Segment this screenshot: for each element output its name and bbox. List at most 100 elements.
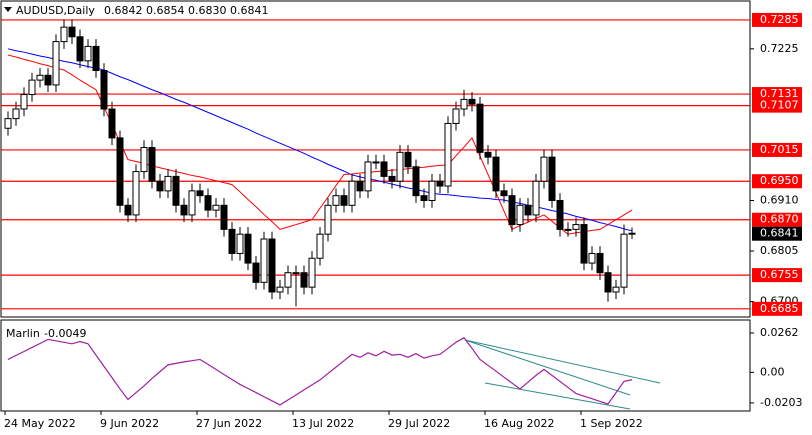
candle-body — [364, 161, 372, 192]
osc-tick-label: -0.0203 — [760, 396, 802, 409]
y-tick-label: 0.7225 — [760, 42, 799, 55]
candle-body — [476, 103, 484, 153]
candle-body — [140, 147, 148, 173]
candle-body — [116, 137, 124, 206]
candle-body — [60, 26, 68, 43]
candle-body — [180, 204, 188, 216]
y-tick-label: 0.6805 — [760, 244, 799, 257]
candle-body — [284, 272, 292, 288]
level-box — [752, 174, 802, 189]
candle-body — [340, 195, 348, 206]
trend-line — [464, 339, 631, 396]
candle-body — [220, 204, 228, 230]
candle-body — [532, 180, 540, 216]
candle-body — [36, 74, 44, 81]
candle-body — [516, 204, 524, 226]
plot: 0.72250.69100.68050.67000.72850.71310.71… — [1, 12, 802, 430]
candle-body — [444, 122, 452, 187]
candle-body — [412, 166, 420, 197]
candle-body — [388, 175, 396, 182]
x-tick-label: 9 Jun 2022 — [100, 417, 159, 430]
osc-tick-label: 0.0262 — [760, 326, 799, 339]
trend-line — [464, 339, 661, 384]
candle-body — [148, 147, 156, 182]
candle-body — [540, 156, 548, 182]
oscillator-panel — [0, 319, 751, 412]
osc-value: -0.0049 — [44, 327, 86, 340]
candle-body — [92, 45, 100, 71]
candle-body — [588, 252, 596, 264]
level-label: 0.6755 — [760, 268, 799, 281]
candle-body — [244, 233, 252, 264]
x-tick-label: 13 Jul 2022 — [292, 417, 354, 430]
candle-body — [84, 45, 92, 62]
candle-body — [356, 180, 364, 192]
candle-body — [188, 190, 196, 216]
candle-body — [212, 204, 220, 211]
candle-body — [108, 108, 116, 139]
oscillator-line — [7, 337, 633, 406]
candle-body — [308, 257, 316, 288]
main-panel — [0, 0, 751, 318]
level-box — [752, 12, 802, 27]
osc-tick-label: 0.00 — [760, 365, 785, 378]
candle-body — [380, 161, 388, 177]
level-box — [752, 268, 802, 283]
level-label: 0.7131 — [760, 87, 799, 100]
x-tick-label: 29 Jul 2022 — [388, 417, 450, 430]
candle-body — [524, 204, 532, 216]
candle-body — [396, 151, 404, 182]
candle-body — [204, 195, 212, 211]
candle-body — [268, 238, 276, 293]
candle-body — [68, 26, 76, 38]
candle-body — [236, 233, 244, 254]
x-tick-label: 1 Sep 2022 — [580, 417, 643, 430]
candle-body — [460, 98, 468, 110]
candle-body — [620, 233, 628, 288]
candle-body — [404, 151, 412, 168]
x-tick-label: 27 Jun 2022 — [196, 417, 262, 430]
candle-body — [548, 156, 556, 201]
level-box — [752, 212, 802, 227]
candle-body — [172, 175, 180, 206]
candle-body — [436, 180, 444, 187]
candle-body — [124, 204, 132, 216]
level-label: 0.6950 — [760, 174, 799, 187]
candle-body — [4, 118, 12, 129]
candle-body — [300, 272, 308, 288]
candle-body — [580, 224, 588, 264]
level-label: 0.6685 — [760, 302, 799, 315]
candle-body — [276, 286, 284, 293]
candle-body — [572, 224, 580, 230]
price-box — [752, 226, 802, 241]
candle-body — [468, 98, 476, 105]
candle-body — [196, 190, 204, 197]
osc-name: Marlin — [6, 327, 40, 340]
candle-body — [324, 204, 332, 235]
menu-arrow — [4, 7, 12, 12]
candle-body — [628, 232, 636, 235]
candle-body — [228, 228, 236, 254]
candle-body — [44, 74, 52, 86]
candle-body — [420, 195, 428, 201]
candle-body — [500, 190, 508, 197]
y-tick-label: 0.6910 — [760, 193, 799, 206]
candle-body — [428, 180, 436, 201]
candle-body — [252, 262, 260, 283]
candle-body — [348, 180, 356, 206]
candle-body — [604, 272, 612, 293]
x-tick-label: 16 Aug 2022 — [484, 417, 554, 430]
candle-body — [492, 156, 500, 192]
ohlc: 0.6842 0.6854 0.6830 0.6841 — [104, 4, 268, 17]
candle-body — [556, 199, 564, 230]
candle-body — [508, 195, 516, 226]
x-tick-label: 24 May 2022 — [4, 417, 76, 430]
candle-body — [612, 286, 620, 293]
level-box — [752, 98, 802, 113]
candle-body — [164, 175, 172, 192]
price-label: 0.6841 — [760, 227, 799, 240]
candle-body — [132, 171, 140, 216]
candle-body — [452, 108, 460, 124]
candle-body — [292, 272, 300, 275]
